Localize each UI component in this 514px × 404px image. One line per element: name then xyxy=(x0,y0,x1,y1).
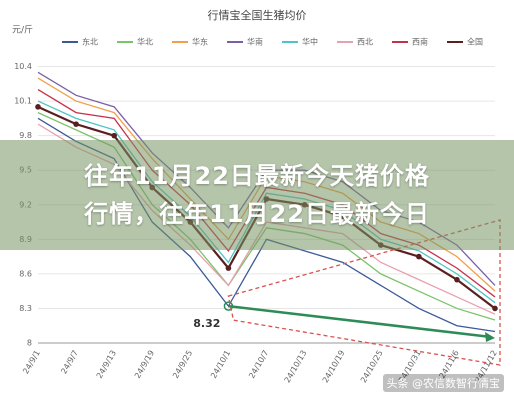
x-tick-label: 24/10/19 xyxy=(321,349,347,385)
legend-label: 西北 xyxy=(357,38,373,47)
headline-band: 往年11月22日最新今天猪价格 行情，往年11月22日最新今日 xyxy=(0,140,514,250)
annotation: 8.32 xyxy=(193,317,220,330)
dashed-box xyxy=(227,219,501,366)
point xyxy=(73,121,79,127)
x-tick-label: 24/9/13 xyxy=(95,349,118,380)
legend-label: 东北 xyxy=(82,37,98,47)
legend-label: 全国 xyxy=(467,37,483,47)
arrow-head xyxy=(485,332,495,342)
x-tick-label: 24/9/7 xyxy=(59,349,80,376)
point xyxy=(225,265,232,271)
x-tick-label: 24/10/1 xyxy=(209,349,232,380)
legend-label: 华南 xyxy=(247,37,263,47)
legend-label: 华中 xyxy=(302,37,318,47)
x-tick-label: 24/10/25 xyxy=(359,349,385,385)
y-tick-label: 8 xyxy=(27,339,32,348)
headline: 往年11月22日最新今天猪价格 xyxy=(84,162,430,190)
headline: 行情，往年11月22日最新今日 xyxy=(84,200,430,228)
y-tick-label: 10.4 xyxy=(14,62,32,71)
x-tick-label: 24/9/1 xyxy=(21,349,42,376)
watermark: 头条 @农信数智行情宝 xyxy=(382,374,504,392)
legend-label: 华东 xyxy=(192,37,208,47)
y-tick-label: 10.1 xyxy=(14,97,32,106)
legend-label: 华北 xyxy=(137,37,153,47)
y-tick-label: 8.3 xyxy=(19,304,32,313)
x-tick-label: 24/10/7 xyxy=(247,349,270,380)
point xyxy=(35,104,41,110)
y-axis-label: 元/斤 xyxy=(12,25,33,36)
point xyxy=(416,253,422,260)
x-tick-label: 24/10/13 xyxy=(283,349,309,385)
point xyxy=(454,276,460,283)
x-tick-label: 24/9/25 xyxy=(171,349,194,380)
point xyxy=(492,305,498,312)
x-tick-label: 24/9/19 xyxy=(133,349,156,380)
y-tick-label: 8.6 xyxy=(19,269,32,278)
y-tick-label: 9.8 xyxy=(19,131,32,140)
chart-title: 行情宝全国生猪均价 xyxy=(208,8,307,22)
point xyxy=(111,132,117,139)
trend-arrow xyxy=(228,304,492,339)
legend-label: 西南 xyxy=(412,37,428,47)
